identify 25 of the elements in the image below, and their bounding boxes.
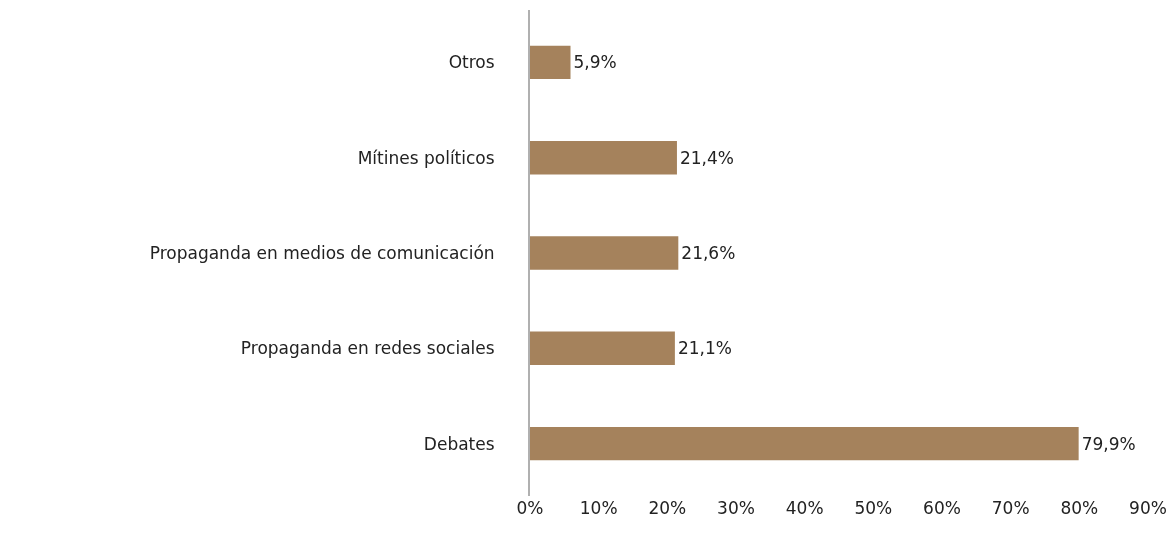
y-tick-label: Propaganda en redes sociales bbox=[240, 338, 495, 359]
x-tick-label: 30% bbox=[717, 498, 755, 518]
data-label: 21,1% bbox=[677, 338, 732, 359]
y-tick-label: Mítines políticos bbox=[357, 147, 495, 168]
data-label: 21,4% bbox=[679, 147, 734, 168]
data-label: 5,9% bbox=[573, 52, 617, 73]
x-tick-label: 50% bbox=[854, 498, 893, 518]
y-tick-label: Otros bbox=[448, 52, 495, 73]
bar bbox=[530, 236, 679, 270]
x-tick-label: 90% bbox=[1129, 498, 1167, 518]
x-tick-label: 0% bbox=[516, 498, 544, 518]
x-tick-label: 40% bbox=[785, 498, 824, 518]
y-tick-label: Debates bbox=[423, 433, 495, 454]
bar bbox=[530, 426, 1079, 461]
x-tick-label: 10% bbox=[579, 498, 618, 518]
x-tick-label: 60% bbox=[923, 498, 961, 518]
bar bbox=[530, 141, 677, 175]
y-tick-label: Propaganda en medios de comunicación bbox=[149, 242, 495, 263]
x-tick-label: 70% bbox=[991, 498, 1030, 518]
x-tick-label: 20% bbox=[648, 498, 687, 518]
bar bbox=[530, 45, 571, 80]
x-tick-label: 80% bbox=[1060, 498, 1099, 518]
data-label: 79,9% bbox=[1081, 433, 1136, 454]
data-label: 21,6% bbox=[681, 243, 736, 263]
bar bbox=[530, 331, 675, 365]
